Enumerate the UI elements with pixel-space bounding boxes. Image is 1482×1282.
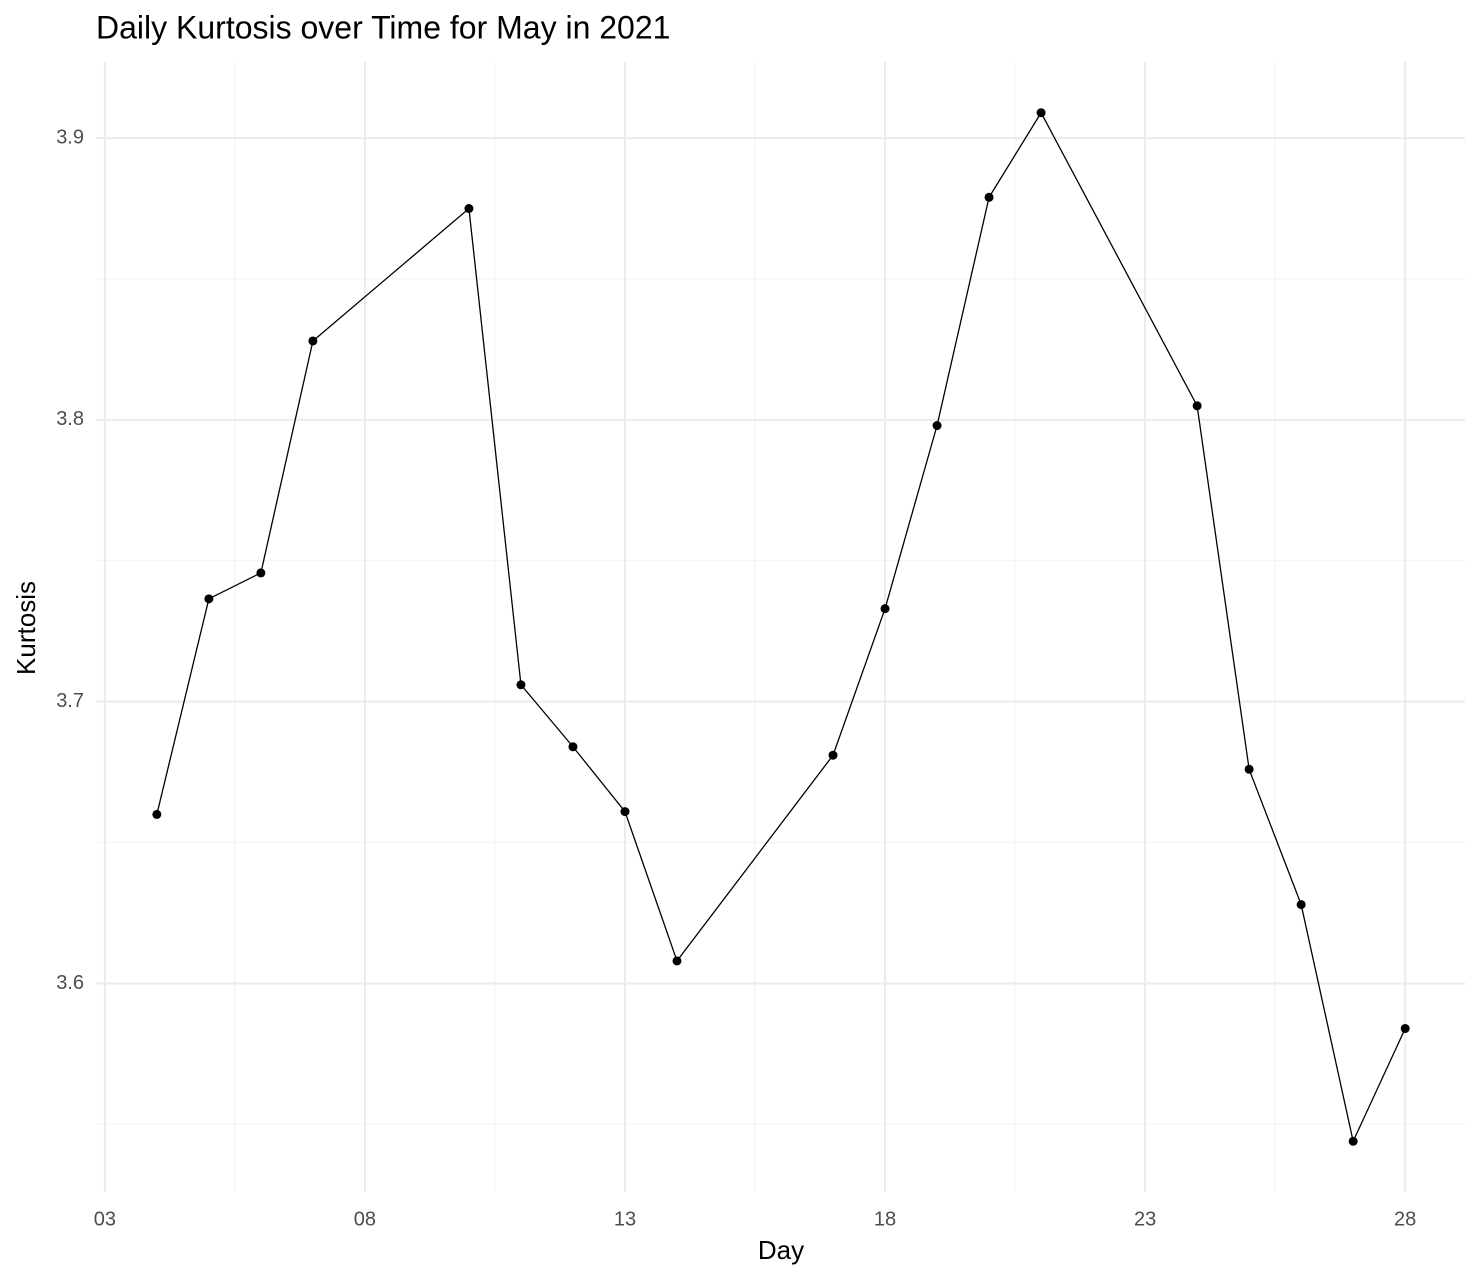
point: [204, 594, 214, 604]
point: [152, 809, 162, 819]
point: [1192, 401, 1202, 411]
point: [984, 192, 994, 202]
point: [464, 204, 474, 214]
point: [620, 807, 630, 817]
point: [1244, 764, 1254, 774]
point: [932, 421, 942, 431]
point: [1296, 900, 1306, 910]
y-tick-label: 3.8: [56, 408, 84, 430]
point: [516, 680, 526, 690]
chart-title: Daily Kurtosis over Time for May in 2021: [96, 9, 670, 45]
x-tick-label: 08: [354, 1208, 376, 1230]
x-tick-label: 28: [1394, 1208, 1416, 1230]
x-tick-label: 18: [874, 1208, 896, 1230]
x-tick-label: 13: [614, 1208, 636, 1230]
point: [672, 956, 682, 966]
x-tick-label: 23: [1134, 1208, 1156, 1230]
y-tick-label: 3.7: [56, 690, 84, 712]
point: [568, 742, 578, 752]
point: [256, 568, 266, 578]
line: [156, 111, 1406, 1144]
y-tick-label: 3.6: [56, 972, 84, 994]
point: [1400, 1024, 1410, 1034]
y-axis-title: Kurtosis: [11, 581, 41, 675]
x-tick-label: 03: [94, 1208, 116, 1230]
x-axis-title: Day: [758, 1235, 804, 1265]
point: [308, 336, 318, 346]
point: [880, 604, 890, 614]
y-tick-label: 3.9: [56, 126, 84, 148]
point: [1036, 108, 1046, 118]
point: [1348, 1136, 1358, 1146]
point: [828, 750, 838, 760]
